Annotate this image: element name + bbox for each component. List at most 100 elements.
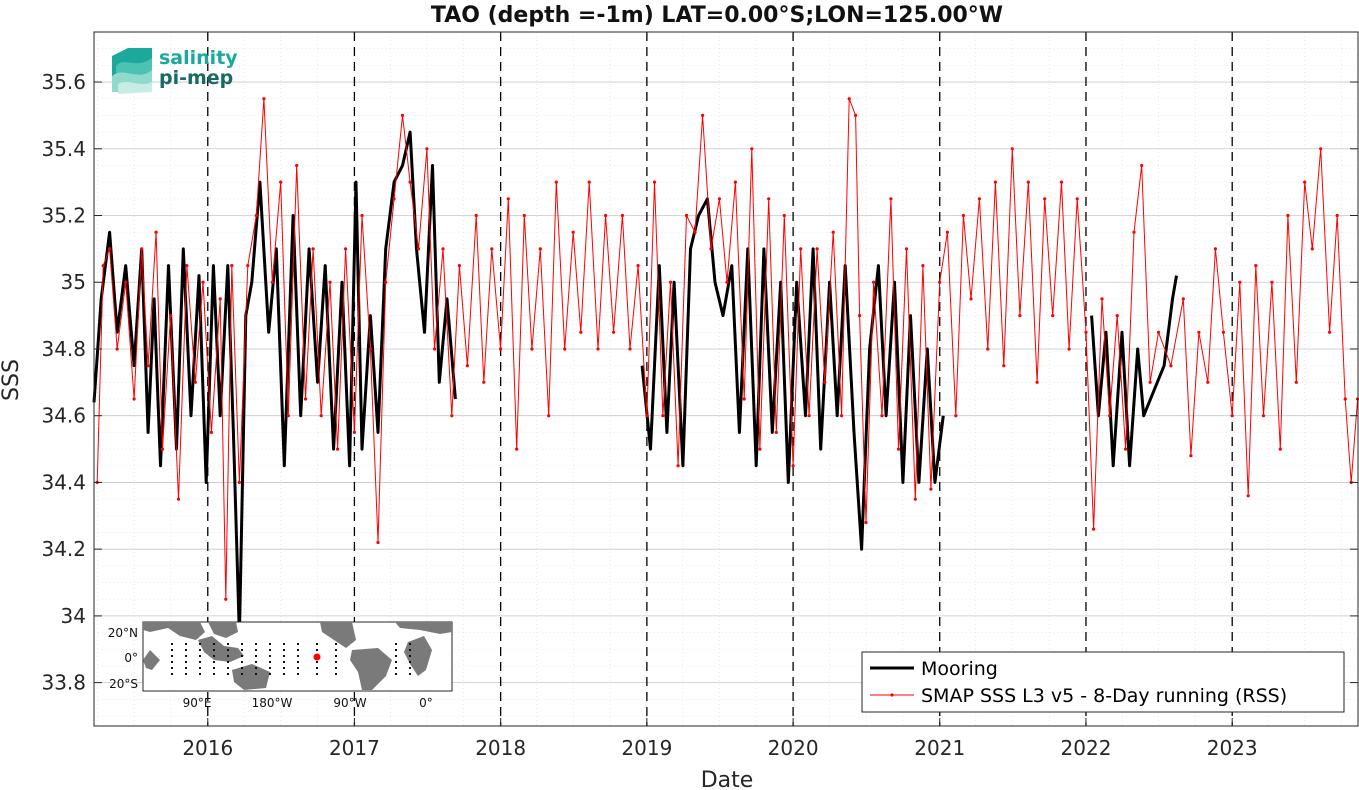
- data-point: [969, 297, 973, 301]
- data-point: [1108, 414, 1112, 418]
- x-axis-label: Date: [701, 768, 754, 790]
- data-point: [880, 414, 884, 418]
- data-point: [1270, 280, 1274, 284]
- mooring-dot: [316, 649, 318, 651]
- series-line: [640, 197, 945, 551]
- data-point: [1294, 380, 1298, 384]
- data-point: [352, 430, 356, 434]
- mooring-dot: [199, 667, 201, 669]
- logo-text-pimep: pi-mep: [159, 67, 233, 89]
- data-point: [571, 230, 575, 234]
- logo-text-salinity: salinity: [159, 47, 238, 69]
- data-point: [847, 97, 851, 101]
- mooring-dot: [283, 673, 285, 675]
- data-point: [791, 464, 795, 468]
- data-point: [1261, 414, 1266, 418]
- data-point: [977, 197, 982, 201]
- map-lon-label-0: 0°: [419, 696, 433, 710]
- mooring-dot: [255, 673, 257, 675]
- y-tick-label: 34.8: [41, 337, 86, 361]
- data-point: [799, 247, 803, 251]
- data-point: [954, 414, 958, 418]
- data-point: [154, 230, 158, 234]
- x-tick-label: 2022: [1061, 736, 1112, 760]
- data-point: [986, 347, 990, 351]
- map-lat-label-0: 0°: [124, 651, 138, 665]
- mooring-dot: [227, 655, 229, 657]
- y-tick-labels: 33.8 34 34.2 34.4 34.6 34.8 35 35.2 35.4 35.6: [41, 70, 86, 695]
- data-point: [530, 347, 534, 351]
- data-point: [1132, 230, 1136, 234]
- mooring-dot: [171, 667, 173, 669]
- data-point: [1343, 397, 1347, 401]
- data-point: [889, 197, 893, 201]
- selected-mooring-marker: [313, 653, 321, 661]
- y-tick-label: 35.2: [41, 204, 86, 228]
- data-point: [368, 347, 372, 351]
- data-point: [168, 314, 173, 318]
- data-point: [1310, 247, 1314, 251]
- data-point: [1124, 447, 1128, 451]
- mooring-dot: [255, 643, 257, 645]
- mooring-dot: [395, 667, 397, 669]
- data-point: [538, 247, 542, 251]
- data-point: [774, 430, 778, 434]
- mooring-dot: [335, 655, 337, 657]
- mooring-dot: [409, 667, 411, 669]
- data-point: [1051, 314, 1055, 318]
- mooring-dot: [283, 655, 285, 657]
- series-line: [1090, 275, 1178, 468]
- data-point: [425, 147, 429, 151]
- mooring-dot: [199, 643, 201, 645]
- data-point: [858, 314, 862, 318]
- data-point: [1206, 380, 1210, 384]
- data-point: [709, 247, 713, 251]
- data-point: [1303, 180, 1307, 184]
- mooring-dot: [283, 649, 285, 651]
- mooring-dot: [395, 649, 397, 651]
- data-point: [579, 330, 583, 334]
- mooring-dot: [395, 661, 397, 663]
- mooring-dot: [199, 649, 201, 651]
- data-point: [441, 247, 445, 251]
- data-point: [823, 380, 827, 384]
- mooring-dot: [213, 643, 215, 645]
- series-layer: [92, 97, 1359, 638]
- series-line: [92, 130, 457, 638]
- data-point: [961, 213, 966, 218]
- map-lat-label-20s: 20°S: [109, 677, 138, 691]
- data-point: [636, 264, 640, 268]
- mooring-dot: [283, 667, 285, 669]
- inset-map: 20°N 0° 20°S 90°E 180°W 90°W 0°: [108, 621, 453, 710]
- data-point: [185, 264, 189, 268]
- mooring-dot: [241, 673, 243, 675]
- x-tick-label: 2019: [621, 736, 672, 760]
- mooring-dot: [297, 673, 299, 675]
- x-tick-label: 2020: [768, 736, 819, 760]
- mooring-dot: [213, 667, 215, 669]
- mooring-dot: [316, 661, 318, 663]
- mooring-dot: [213, 661, 215, 663]
- mooring-dot: [409, 661, 411, 663]
- axis-ticks: [94, 81, 1358, 726]
- mooring-dot: [171, 649, 173, 651]
- data-point: [499, 347, 503, 351]
- data-point: [725, 280, 729, 284]
- mooring-dot: [297, 643, 299, 645]
- y-tick-label: 35: [61, 270, 86, 294]
- data-point: [717, 197, 722, 201]
- mooring-dot: [269, 673, 271, 675]
- x-tick-label: 2023: [1207, 736, 1258, 760]
- wave-logo-icon: [112, 48, 152, 94]
- data-point: [1221, 330, 1225, 334]
- data-point: [1148, 380, 1152, 384]
- mooring-dot: [269, 655, 271, 657]
- data-point: [596, 347, 600, 351]
- data-point: [676, 464, 680, 468]
- data-point: [408, 180, 412, 184]
- data-point: [1189, 454, 1193, 458]
- mooring-dot: [335, 667, 337, 669]
- mooring-dot: [297, 655, 299, 657]
- mooring-dot: [409, 673, 411, 675]
- data-point: [160, 447, 165, 451]
